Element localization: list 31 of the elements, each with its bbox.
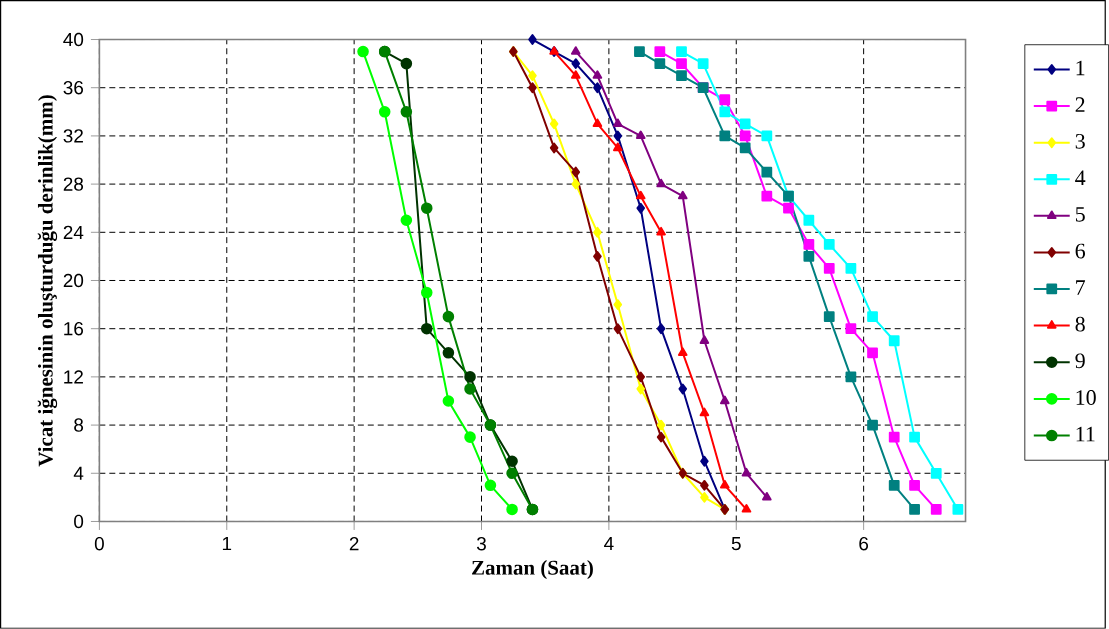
x-axis-title: Zaman (Saat) [472,560,593,580]
x-tick-label: 5 [731,537,741,551]
legend-label: 8 [1075,316,1085,332]
x-tick-label: 4 [604,537,614,551]
x-tick-label: 1 [222,537,232,551]
x-tick-label: 0 [94,537,104,551]
y-tick-label: 36 [63,81,84,95]
y-tick-label: 0 [74,514,84,529]
legend-label: 4 [1075,170,1086,186]
x-tick-label: 2 [349,537,359,551]
legend-label: 3 [1075,134,1085,149]
y-tick-label: 28 [63,177,84,191]
y-tick-label: 40 [63,32,84,47]
legend-label: 7 [1076,280,1086,295]
y-tick-label: 32 [63,129,83,143]
y-axis-title: Vicat iğnesinin oluşturduğu derinlik(mm) [37,95,58,467]
legend-label: 9 [1075,353,1085,369]
x-tick-label: 3 [476,537,486,551]
y-tick-label: 4 [73,466,84,480]
x-tick-label: 6 [859,537,869,551]
legend-label: 6 [1075,243,1086,259]
legend-label: 5 [1075,207,1085,222]
y-tick-label: 8 [74,418,84,432]
legend-label: 11 [1076,426,1095,442]
legend-label: 2 [1075,97,1085,112]
legend-label: 10 [1076,390,1096,406]
y-tick-label: 16 [64,322,84,336]
y-tick-label: 12 [64,370,83,384]
y-tick-label: 20 [63,273,84,288]
legend-label: 1 [1076,60,1085,76]
y-tick-label: 24 [63,225,84,239]
